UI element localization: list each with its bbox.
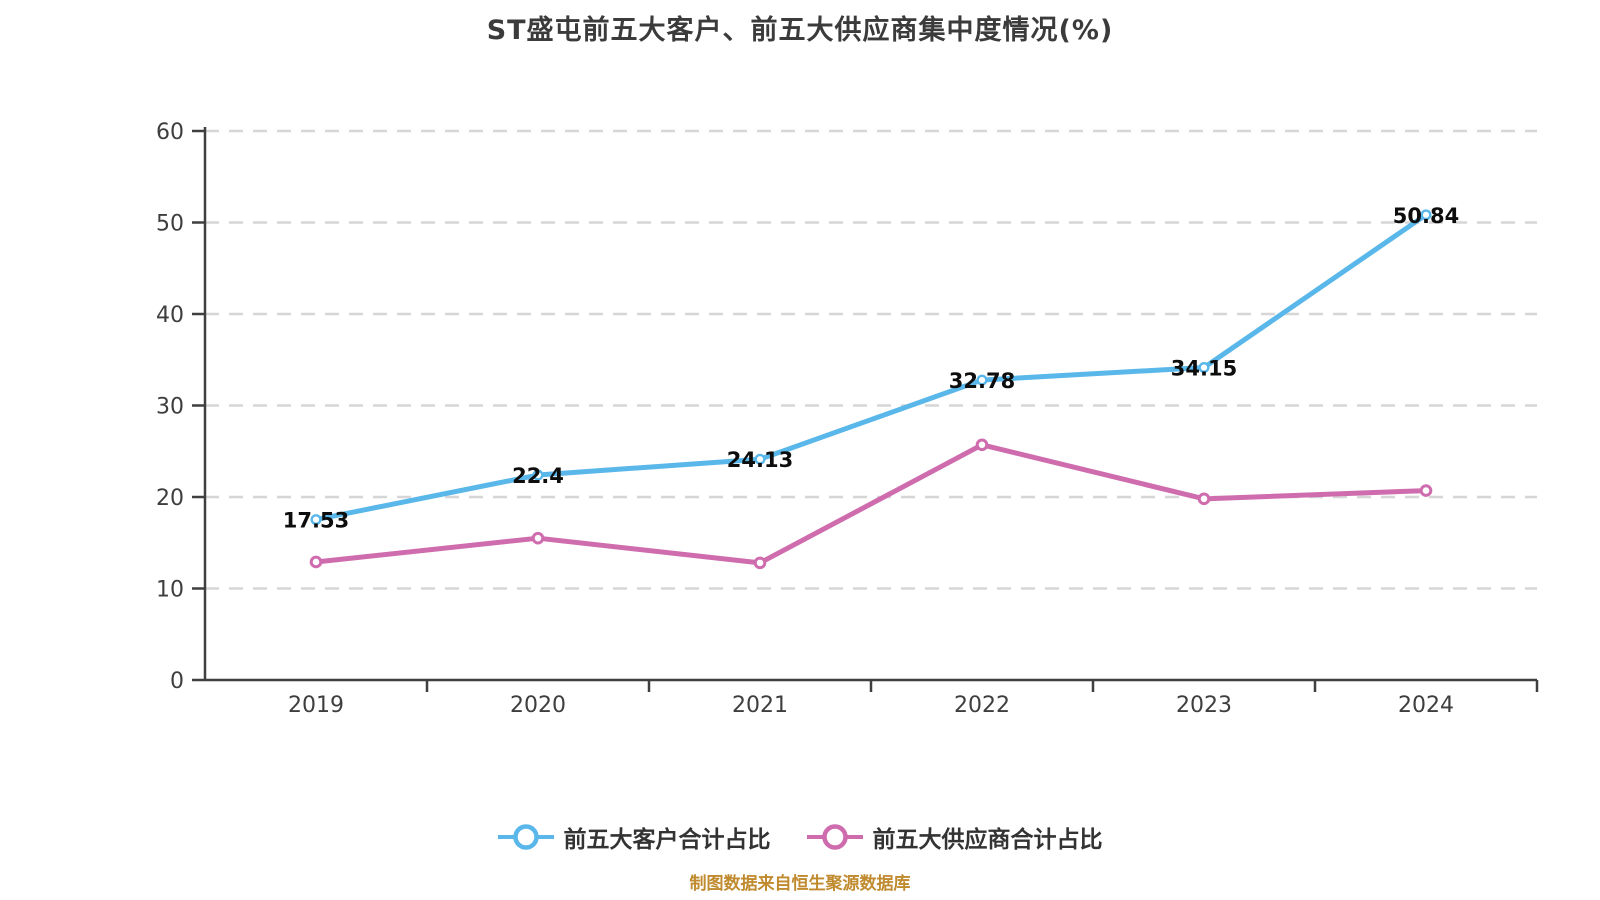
y-tick-label-40: 40 (156, 303, 184, 328)
data-source-note: 制图数据来自恒生聚源数据库 (689, 874, 911, 894)
chart-legend: 前五大客户合计占比 前五大供应商合计占比 (0, 818, 1600, 856)
chart-title: ST盛屯前五大客户、前五大供应商集中度情况(%) (486, 15, 1114, 46)
data-point-customers-2021 (754, 453, 766, 465)
x-tick-label-2021: 2021 (732, 693, 788, 718)
series-line-suppliers (313, 442, 1429, 566)
data-label-customers-2024: 50.84 (1393, 204, 1459, 228)
legend-item-customers[interactable]: 前五大客户合计占比 (497, 820, 771, 854)
legend-marker-icon (497, 824, 554, 850)
y-tick-label-0: 0 (170, 669, 184, 694)
data-point-suppliers-2024 (1419, 484, 1433, 497)
data-point-customers-2022 (976, 374, 988, 386)
data-point-suppliers-2021 (753, 556, 767, 570)
data-label-customers-2020: 22.4 (512, 464, 564, 488)
y-tick-label-10: 10 (156, 578, 184, 603)
legend-label-customers: 前五大客户合计占比 (563, 827, 771, 853)
data-label-customers-2019: 17.53 (283, 509, 349, 533)
x-tick-label-2024: 2024 (1398, 693, 1454, 718)
y-tick-label-20: 20 (156, 486, 184, 511)
legend-item-suppliers[interactable]: 前五大供应商合计占比 (806, 820, 1103, 854)
x-tick-label-2020: 2020 (510, 693, 566, 718)
data-point-customers-2020 (532, 469, 544, 481)
x-tick-label-2019: 2019 (288, 693, 344, 718)
data-label-customers-2022: 32.78 (949, 369, 1015, 393)
x-tick-label-2022: 2022 (954, 693, 1010, 718)
data-point-customers-2023 (1198, 362, 1210, 374)
data-point-customers-2019 (310, 514, 322, 526)
data-point-suppliers-2022 (975, 438, 989, 452)
y-tick-label-30: 30 (156, 395, 184, 420)
legend-label-suppliers: 前五大供应商合计占比 (872, 827, 1103, 853)
data-point-suppliers-2019 (309, 555, 323, 569)
data-point-suppliers-2020 (531, 531, 545, 545)
x-tick-label-2023: 2023 (1176, 693, 1232, 718)
series-line-customers (313, 212, 1429, 523)
data-point-customers-2024 (1420, 209, 1432, 221)
y-tick-label-60: 60 (156, 120, 184, 145)
data-point-suppliers-2023 (1197, 492, 1211, 506)
data-label-customers-2023: 34.15 (1171, 357, 1237, 381)
data-label-customers-2021: 24.13 (727, 448, 793, 472)
legend-marker-icon (806, 824, 863, 850)
y-tick-label-50: 50 (156, 212, 184, 237)
